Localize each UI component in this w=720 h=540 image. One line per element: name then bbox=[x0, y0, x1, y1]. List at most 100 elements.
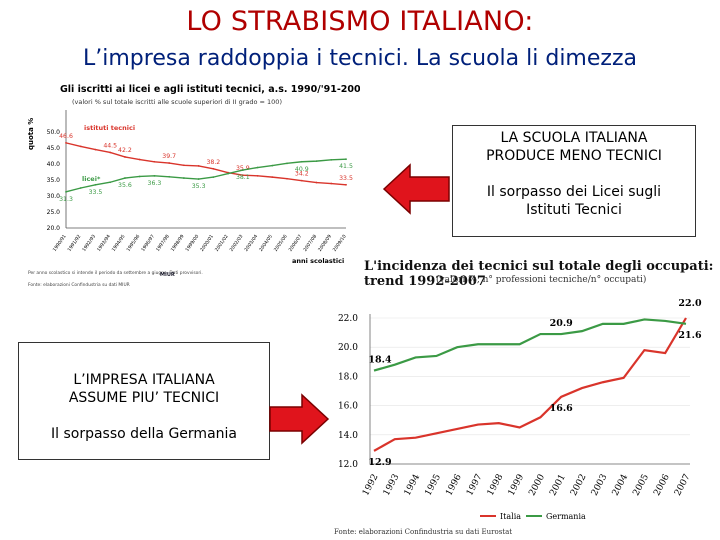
chart1-data-label: 33.5 bbox=[89, 189, 103, 196]
chart1-point bbox=[109, 151, 112, 154]
chart1-ytick: 20.0 bbox=[47, 225, 61, 232]
chart2-xtick: 2006 bbox=[652, 472, 672, 497]
chart1-point bbox=[315, 181, 318, 184]
chart1-point bbox=[197, 178, 200, 180]
chart1-ylabel: quota % bbox=[27, 118, 35, 150]
chart1-subtitle: (valori % sul totale iscritti alle scuol… bbox=[72, 98, 282, 106]
chart2-data-label: 16.6 bbox=[550, 403, 574, 414]
chart1-point bbox=[168, 175, 171, 178]
chart1-point bbox=[300, 179, 303, 182]
chart2-ytick: 16.0 bbox=[338, 402, 358, 412]
chart1-data-label: 33.5 bbox=[339, 175, 353, 182]
chart1-point bbox=[271, 176, 274, 179]
chart1-point bbox=[79, 145, 82, 148]
chart1-point bbox=[256, 174, 259, 177]
chart1-xtick: 2002/03 bbox=[229, 234, 245, 253]
chart2-data-label: 12.9 bbox=[368, 457, 392, 468]
chart1-xtick: 1992/93 bbox=[81, 234, 97, 253]
chart1-point bbox=[271, 164, 274, 167]
business-callout-heading: L’IMPRESA ITALIANA ASSUME PIU’ TECNICI bbox=[68, 372, 220, 406]
chart2-xtick: 2000 bbox=[527, 472, 547, 497]
chart2-xtick: 1995 bbox=[423, 472, 443, 497]
chart1-legend-licei: licei* bbox=[82, 175, 101, 183]
chart1-ytick: 35.0 bbox=[47, 177, 61, 184]
chart2-xtick: 2003 bbox=[590, 472, 610, 497]
chart2-xtick: 2005 bbox=[631, 472, 651, 497]
chart1-xtick: 1990/91 bbox=[52, 234, 68, 253]
chart1-xtick: 2006/07 bbox=[288, 234, 304, 253]
chart1-xtick: 2005/06 bbox=[273, 234, 289, 253]
school-callout-heading: LA SCUOLA ITALIANA PRODUCE MENO TECNICI bbox=[486, 130, 662, 164]
chart1-xtick: 1998/99 bbox=[170, 234, 186, 253]
chart2-ytick: 12.0 bbox=[338, 460, 358, 470]
chart2-ytick: 14.0 bbox=[338, 431, 358, 441]
chart2-xtick: 2001 bbox=[548, 473, 568, 498]
chart1-xtick: 1991/92 bbox=[67, 234, 83, 253]
chart1-series-tecnici bbox=[65, 142, 347, 186]
page-title: LO STRABISMO ITALIANO: bbox=[186, 6, 534, 37]
arrow-left-icon bbox=[382, 163, 450, 215]
chart1-point bbox=[212, 176, 215, 179]
business-callout: L’IMPRESA ITALIANA ASSUME PIU’ TECNICI I… bbox=[18, 342, 270, 460]
chart2-xtick: 2007 bbox=[673, 472, 693, 497]
chart2-xtick: 1992 bbox=[361, 473, 381, 498]
chart1-xtick: 2008/09 bbox=[317, 234, 333, 253]
chart1-point bbox=[241, 169, 244, 171]
chart2-data-label: 22.0 bbox=[678, 298, 702, 309]
chart1-point bbox=[330, 158, 333, 161]
school-callout: LA SCUOLA ITALIANA PRODUCE MENO TECNICI … bbox=[452, 125, 696, 237]
chart1-xtick: 2001/02 bbox=[214, 234, 230, 253]
chart1-point bbox=[65, 190, 67, 193]
chart2-xtick: 1999 bbox=[507, 472, 527, 497]
chart1-point bbox=[182, 177, 185, 179]
chart1-ytick: 45.0 bbox=[47, 145, 61, 152]
chart1-ytick: 25.0 bbox=[47, 209, 61, 216]
chart1-ytick: 50.0 bbox=[47, 129, 61, 136]
chart2-source: Fonte: elaborazioni Confindustria su dat… bbox=[334, 528, 513, 536]
chart1-mark: MIUR bbox=[160, 272, 175, 278]
chart1-data-label: 35.6 bbox=[118, 182, 132, 189]
chart1-point bbox=[168, 162, 171, 164]
chart1-ytick: 40.0 bbox=[47, 161, 61, 168]
page-subtitle: L’impresa raddoppia i tecnici. La scuola… bbox=[83, 46, 637, 71]
chart1-data-label: 36.3 bbox=[148, 180, 162, 187]
chart1-point bbox=[286, 162, 288, 165]
chart1-point bbox=[256, 166, 259, 169]
chart1-source: Fonte: elaborazioni Confindustria su dat… bbox=[28, 282, 130, 288]
chart2-xtick: 2002 bbox=[569, 473, 589, 498]
chart1-title: Gli iscritti ai licei e agli istituti te… bbox=[60, 84, 360, 95]
chart1-point bbox=[94, 183, 97, 186]
chart1-xtick: 2004/05 bbox=[258, 234, 274, 253]
chart2-title: L'incidenza dei tecnici sul totale degli… bbox=[364, 259, 714, 289]
chart2-series-italia bbox=[373, 317, 687, 452]
chart1-data-label: 34.2 bbox=[295, 171, 309, 178]
chart2-legend-germania: Germania bbox=[546, 512, 586, 521]
chart1-point bbox=[330, 182, 333, 185]
chart1-point bbox=[124, 177, 126, 179]
chart1-series-licei bbox=[65, 158, 347, 193]
chart1-point bbox=[109, 181, 112, 184]
chart2-data-label: 20.9 bbox=[550, 318, 574, 329]
chart1-data-label: 35.9 bbox=[236, 165, 250, 172]
chart2-xtick: 1996 bbox=[444, 472, 464, 497]
chart1-point bbox=[227, 172, 230, 175]
chart2-data-label: 18.4 bbox=[368, 355, 392, 366]
business-callout-detail: Il sorpasso della Germania bbox=[51, 426, 237, 442]
chart1-point bbox=[286, 177, 288, 180]
chart2-data-label: 21.6 bbox=[678, 330, 702, 341]
chart2-xtick: 1998 bbox=[486, 472, 506, 497]
chart1-point bbox=[345, 158, 347, 161]
chart1-point bbox=[94, 148, 97, 151]
chart-school-enrollment: Gli iscritti ai licei e agli istituti te… bbox=[24, 80, 360, 294]
chart1-xtick: 1993/94 bbox=[96, 234, 112, 253]
chart1-data-label: 38.2 bbox=[206, 159, 220, 166]
chart1-point bbox=[345, 183, 347, 186]
chart2-legend-italia: Italia bbox=[500, 512, 521, 521]
chart1-data-label: 42.2 bbox=[118, 147, 132, 154]
chart1-xtick: 2000/01 bbox=[199, 234, 215, 253]
chart2-series-germania bbox=[373, 318, 687, 372]
chart1-data-label: 35.3 bbox=[192, 183, 206, 190]
chart2-ytick: 20.0 bbox=[338, 343, 358, 353]
chart1-data-label: 38.1 bbox=[236, 174, 250, 181]
chart1-ytick: 30.0 bbox=[47, 193, 61, 200]
